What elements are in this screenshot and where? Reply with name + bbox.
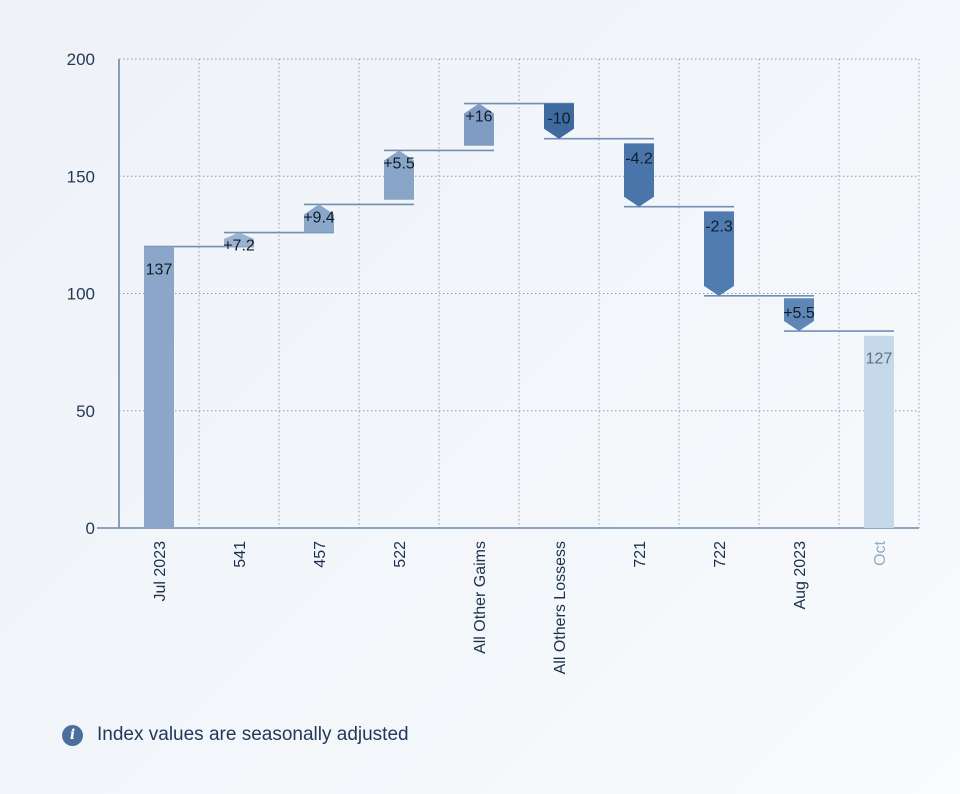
y-tick-label: 200: [67, 50, 95, 69]
x-tick-label: 522: [392, 541, 409, 568]
bar: [384, 150, 414, 200]
y-tick-label: 150: [67, 167, 95, 186]
data-label: +5.5: [783, 305, 815, 322]
data-label: 137: [146, 262, 173, 279]
data-label: +5.5: [383, 155, 415, 172]
data-label: -4.2: [625, 150, 653, 167]
chart-area: 0 50 100 150 200 137 Jul 2023 +7.2 541 +9.4 457 +5.…: [67, 50, 920, 674]
bar: [784, 298, 814, 332]
x-tick-label: All Others Lossess: [552, 541, 569, 674]
data-label: -10: [547, 111, 570, 128]
x-tick-label: Oct: [872, 540, 889, 565]
data-label: 127: [866, 351, 893, 368]
y-tick-label: 100: [67, 285, 95, 304]
bar: [464, 103, 494, 146]
x-tick-label: 722: [712, 541, 729, 568]
footnote-text: Index values are seasonally adjusted: [97, 724, 409, 745]
x-tick-label: 541: [232, 541, 249, 568]
data-label: +9.4: [303, 209, 335, 226]
data-label: +7.2: [223, 238, 255, 255]
bar: [864, 335, 894, 528]
x-tick-label: All Other Gaims: [472, 541, 489, 654]
bar: [624, 143, 654, 207]
bar: [704, 211, 734, 296]
x-tick-label: 457: [312, 541, 329, 568]
waterfall-chart: 0 50 100 150 200 137 Jul 2023 +7.2 541 +9.4 457 +5.…: [67, 50, 920, 674]
bar: [144, 246, 174, 528]
footnote: i Index values are seasonally adjusted: [62, 724, 409, 746]
info-icon: i: [62, 724, 83, 746]
bar: [304, 204, 334, 233]
data-label: +16: [465, 109, 492, 126]
y-tick-label: 0: [86, 519, 95, 538]
y-tick-label: 50: [76, 402, 95, 421]
x-tick-label: Jul 2023: [152, 541, 169, 602]
bar: [224, 232, 254, 247]
x-tick-label: 721: [632, 541, 649, 568]
bar: [544, 103, 574, 139]
x-tick-label: Aug 2023: [792, 541, 809, 610]
data-label: -2.3: [705, 218, 733, 235]
